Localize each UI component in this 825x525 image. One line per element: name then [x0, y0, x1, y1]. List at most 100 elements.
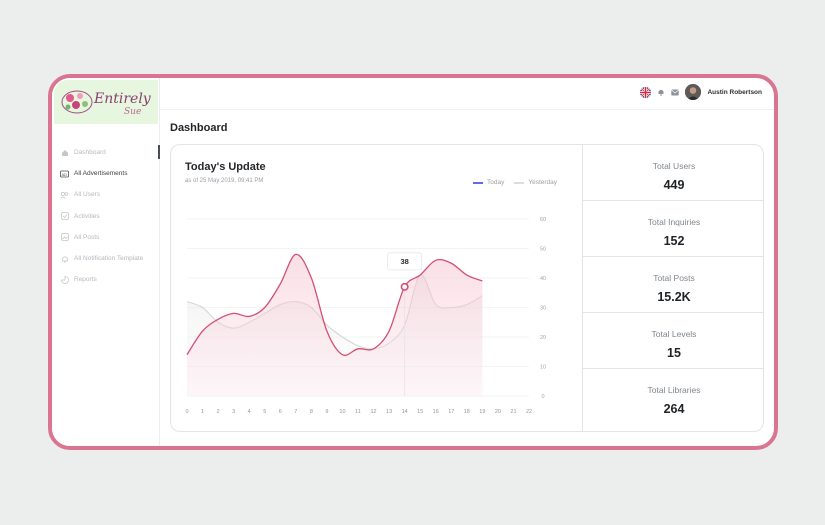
sidebar-item-activities[interactable]: Activities [52, 206, 160, 227]
stat-total-libraries: Total Libraries 264 [583, 369, 763, 425]
x-tick-label: 2 [217, 409, 220, 415]
legend-yesterday-swatch [514, 181, 525, 184]
x-tick-label: 19 [479, 409, 485, 415]
page-title: Dashboard [170, 122, 228, 134]
bell-icon[interactable] [657, 88, 665, 96]
chart-legend: Today Yesterday [473, 179, 567, 186]
y-tick-label: 60 [540, 217, 546, 223]
x-tick-label: 22 [526, 409, 532, 415]
app-frame: Entirely Sue Dashboard AD All Advertisem… [48, 74, 778, 450]
legend-yesterday[interactable]: Yesterday [514, 179, 557, 186]
sidebar-item-label: All Users [74, 191, 101, 199]
y-tick-label: 20 [540, 335, 546, 341]
notification-icon [60, 254, 69, 263]
x-tick-label: 3 [232, 409, 235, 415]
tooltip-box [387, 252, 423, 271]
stat-value: 152 [663, 234, 685, 248]
user-name[interactable]: Austin Robertson [707, 88, 762, 96]
sidebar-item-all-advertisements[interactable]: AD All Advertisements [52, 163, 160, 184]
stat-label: Total Posts [653, 273, 695, 283]
x-tick-label: 1 [201, 409, 204, 415]
stat-label: Total Users [652, 161, 696, 171]
logo-text: Entirely [94, 91, 151, 107]
stat-value: 15.2K [657, 290, 691, 304]
stat-value: 264 [663, 402, 685, 416]
x-tick-label: 5 [263, 409, 266, 415]
sidebar-item-label: All Posts [74, 233, 100, 241]
stat-value: 15 [667, 346, 681, 360]
x-tick-label: 6 [279, 409, 282, 415]
sidebar-item-all-posts[interactable]: All Posts [52, 227, 160, 248]
legend-yesterday-label: Yesterday [528, 179, 558, 186]
avatar[interactable] [685, 84, 702, 100]
users-icon [60, 190, 69, 199]
legend-today[interactable]: Today [473, 179, 504, 186]
home-icon [60, 148, 69, 157]
x-tick-label: 8 [310, 409, 313, 415]
x-tick-label: 20 [495, 409, 501, 415]
x-tick-label: 4 [248, 409, 251, 415]
dashboard-card: Today's Update as of 25 May 2019, 09:41 … [170, 144, 764, 432]
x-tick-label: 0 [185, 409, 188, 415]
x-tick-label: 18 [464, 409, 470, 415]
sidebar-item-reports[interactable]: Reports [52, 269, 160, 290]
x-tick-label: 11 [355, 409, 361, 415]
x-tick-label: 9 [325, 409, 328, 415]
legend-today-swatch [473, 181, 483, 184]
activity-icon [60, 212, 69, 221]
sidebar-item-label: Reports [74, 276, 97, 284]
stat-total-inquiries: Total Inquiries 152 [583, 201, 763, 257]
sidebar-item-all-users[interactable]: All Users [52, 184, 160, 205]
stat-total-posts: Total Posts 15.2K [583, 257, 763, 313]
sidebar-item-label: Dashboard [74, 149, 106, 157]
active-indicator [158, 145, 160, 159]
topbar-actions: Austin Robertson [634, 84, 762, 100]
stat-value: 449 [663, 178, 685, 192]
x-tick-label: 12 [370, 409, 376, 415]
topbar: Austin Robertson [160, 78, 774, 110]
x-tick-label: 17 [448, 409, 454, 415]
ad-icon: AD [60, 169, 69, 178]
x-tick-label: 13 [386, 409, 392, 415]
sidebar-item-dashboard[interactable]: Dashboard [52, 142, 160, 163]
x-tick-label: 14 [402, 409, 408, 415]
x-tick-label: 10 [339, 409, 345, 415]
sidebar-nav: Dashboard AD All Advertisements All User… [52, 142, 160, 290]
stat-total-users: Total Users 449 [583, 145, 763, 201]
sidebar-item-label: All Advertisements [74, 170, 128, 178]
stat-label: Total Levels [651, 329, 697, 339]
y-tick-label: 30 [540, 306, 546, 312]
y-tick-label: 40 [540, 276, 546, 282]
sidebar-item-label: All Notification Template [74, 255, 144, 263]
x-tick-label: 7 [294, 409, 297, 415]
x-tick-label: 16 [433, 409, 439, 415]
stat-total-levels: Total Levels 15 [583, 313, 763, 369]
stat-label: Total Inquiries [647, 217, 701, 227]
x-tick-label: 15 [417, 409, 423, 415]
y-tick-label: 10 [540, 365, 546, 371]
chart-title: Today's Update [185, 161, 266, 173]
chart-subtitle: as of 25 May 2019, 09:41 PM [185, 178, 264, 184]
y-tick-label: 50 [540, 247, 546, 253]
area-today [187, 254, 483, 396]
tooltip-value: 38 [400, 257, 408, 266]
logo-flower-icon [61, 90, 93, 114]
series-line-today [186, 253, 483, 356]
uk-flag-icon[interactable] [640, 86, 652, 98]
stats-panel: Total Users 449 Total Inquiries 152 Tota… [582, 145, 763, 431]
logo[interactable]: Entirely Sue [54, 80, 158, 124]
y-tick-label: 0 [541, 394, 544, 400]
sidebar-item-notification-template[interactable]: All Notification Template [52, 248, 160, 269]
sidebar-item-label: Activities [74, 212, 100, 220]
highlight-point [400, 282, 409, 291]
legend-today-label: Today [487, 179, 505, 186]
mail-icon[interactable] [671, 89, 680, 96]
stat-label: Total Libraries [647, 385, 701, 395]
posts-icon [60, 233, 69, 242]
reports-icon [60, 275, 69, 284]
x-tick-label: 21 [510, 409, 516, 415]
sidebar: Entirely Sue Dashboard AD All Advertisem… [52, 78, 160, 446]
svg-text:AD: AD [62, 172, 68, 177]
logo-subtext: Sue [124, 107, 142, 117]
